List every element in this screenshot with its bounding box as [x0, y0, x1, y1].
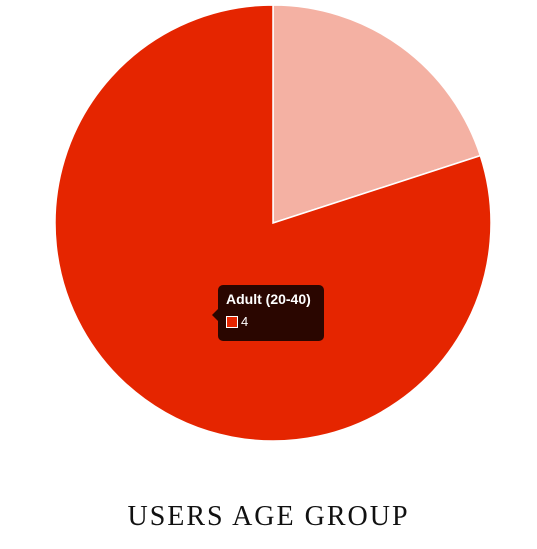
- tooltip-value: 4: [241, 314, 249, 329]
- tooltip-row: 4: [226, 315, 316, 329]
- pie-chart: [54, 4, 492, 442]
- chart-tooltip: Adult (20-40) 4: [212, 285, 324, 341]
- pie-slice-1[interactable]: [54, 4, 492, 442]
- chart-title: USERS AGE GROUP: [127, 501, 410, 532]
- tooltip-color-swatch: [226, 316, 238, 328]
- pie-slice-0[interactable]: [272, 4, 482, 225]
- tooltip-label: Adult (20-40): [226, 291, 311, 307]
